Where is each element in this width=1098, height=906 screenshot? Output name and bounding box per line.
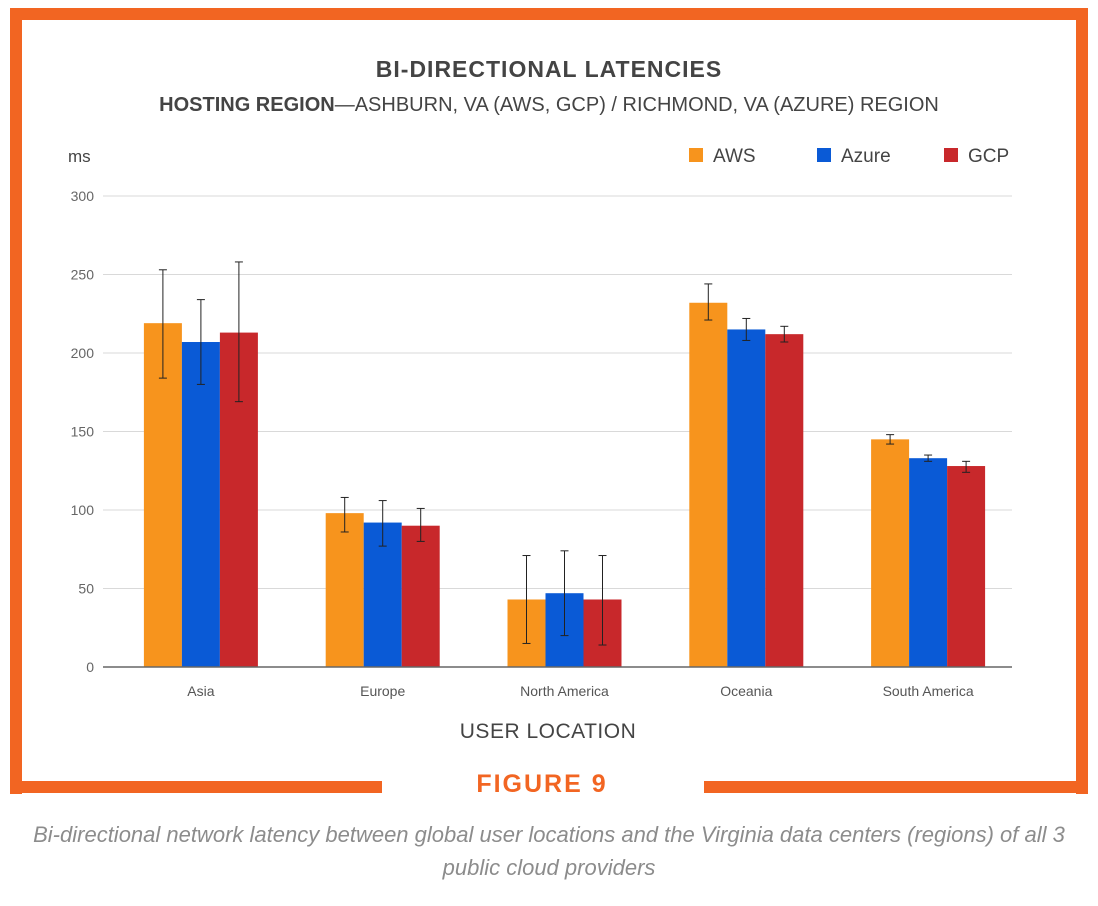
legend-swatch-aws: [689, 148, 703, 162]
legend-swatch-azure: [817, 148, 831, 162]
figure-frame: [10, 8, 1088, 794]
x-tick-labels: Asia Europe North America Oceania South Amer…: [187, 683, 974, 699]
chart-subtitle-rest: —ASHBURN, VA (AWS, GCP) / RICHMOND, VA (…: [335, 94, 939, 116]
legend-swatch-gcp: [944, 148, 958, 162]
x-tick-label: South America: [883, 683, 974, 699]
figure-caption: Bi-directional network latency between g…: [33, 822, 1065, 880]
bar-gcp-europe: [401, 525, 440, 667]
frame-bottom-right: [704, 781, 1088, 793]
chart-subtitle-bold: HOSTING REGION: [159, 94, 335, 116]
y-tick-labels: 0 50 100 150 200 250 300: [71, 188, 95, 675]
y-tick-label: 250: [71, 267, 95, 283]
y-tick-label: 100: [71, 502, 95, 518]
bar-azure-oceania: [727, 329, 766, 667]
y-tick-label: 200: [71, 345, 95, 361]
y-tick-label: 0: [86, 659, 94, 675]
bar-aws-asia: [143, 323, 182, 667]
x-tick-label: Oceania: [720, 683, 772, 699]
y-axis-unit-label: ms: [68, 147, 91, 166]
x-tick-label: Europe: [360, 683, 405, 699]
chart-subtitle: HOSTING REGION—ASHBURN, VA (AWS, GCP) / …: [159, 94, 939, 116]
bar-aws-south-america: [871, 439, 910, 667]
error-bars: [158, 261, 971, 646]
y-tick-label: 150: [71, 424, 95, 440]
x-axis-title: USER LOCATION: [460, 720, 636, 743]
bar-gcp-oceania: [765, 334, 804, 667]
frame-bottom-left: [10, 781, 382, 793]
legend-label-azure: Azure: [841, 146, 891, 167]
y-tick-label: 50: [78, 581, 94, 597]
x-tick-label: North America: [520, 683, 609, 699]
figure-label: FIGURE 9: [476, 770, 608, 798]
legend-label-aws: AWS: [713, 146, 756, 167]
legend: AWS Azure GCP: [689, 146, 1009, 167]
bar-gcp-south-america: [947, 466, 986, 667]
bar-azure-europe: [363, 522, 402, 667]
x-tick-label: Asia: [187, 683, 214, 699]
bar-aws-oceania: [689, 302, 728, 667]
bars: [143, 302, 986, 667]
bar-azure-south-america: [909, 458, 948, 667]
bar-azure-asia: [181, 342, 220, 667]
y-tick-label: 300: [71, 188, 95, 204]
chart-title: BI-DIRECTIONAL LATENCIES: [376, 56, 722, 82]
legend-label-gcp: GCP: [968, 146, 1009, 167]
bar-aws-europe: [325, 513, 364, 667]
